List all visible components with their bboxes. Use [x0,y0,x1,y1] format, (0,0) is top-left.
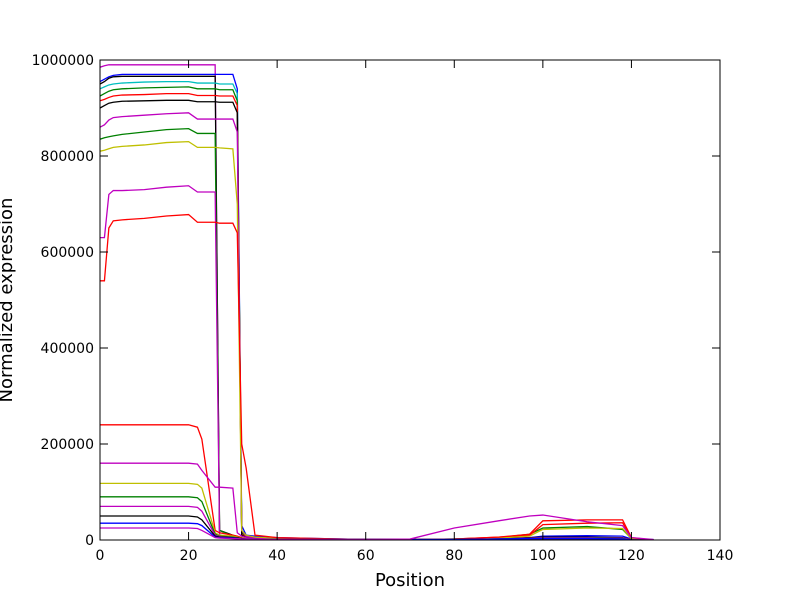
x-tick-label: 80 [445,548,463,564]
x-tick-label: 140 [707,548,734,564]
y-tick-label: 600000 [41,245,94,261]
y-tick-label: 0 [85,533,94,549]
y-tick-label: 800000 [41,149,94,165]
x-tick-label: 120 [618,548,645,564]
y-tick-label: 1000000 [32,53,94,69]
plot-frame [99,59,721,541]
x-tick-label: 0 [96,548,105,564]
x-tick-label: 20 [180,548,198,564]
y-tick-label: 200000 [41,437,94,453]
y-axis-label: Normalized expression [0,198,17,403]
x-tick-label: 60 [357,548,375,564]
x-tick-label: 40 [268,548,286,564]
series-line [100,514,654,540]
x-tick-label: 100 [529,548,556,564]
series-line [100,213,654,540]
x-axis-label: Position [375,570,445,591]
y-tick-label: 400000 [41,341,94,357]
